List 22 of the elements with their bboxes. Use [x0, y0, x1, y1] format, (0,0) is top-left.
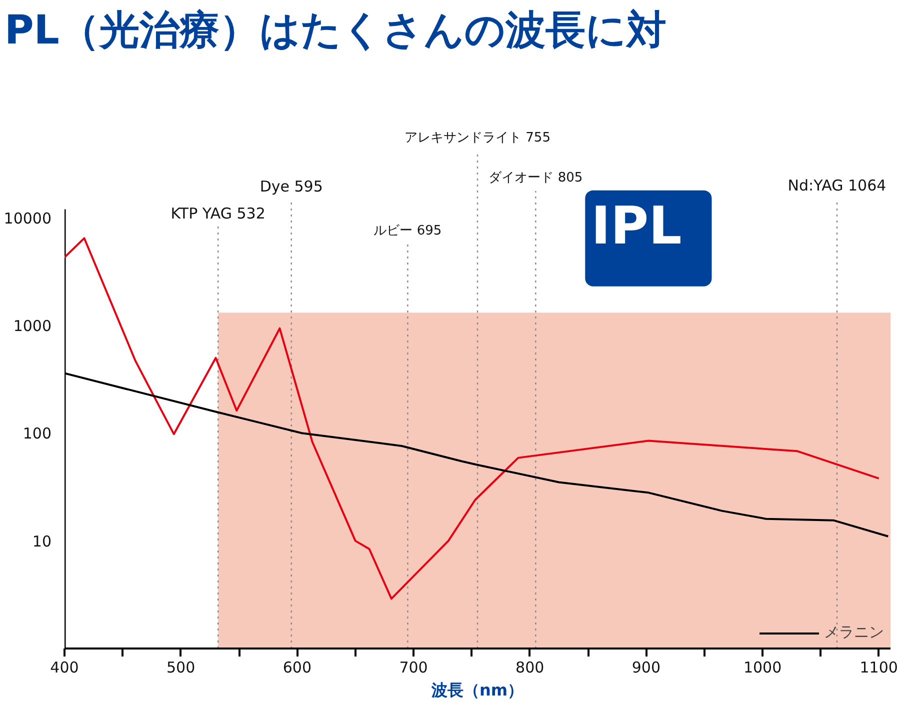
- ref-line-label: ルビー 695: [374, 223, 442, 238]
- x-tick-label: 500: [166, 658, 196, 676]
- legend-label: メラニン: [824, 623, 884, 642]
- x-tick-label: 1100: [860, 658, 898, 676]
- ref-line-label: Dye 595: [260, 178, 323, 196]
- chart-title: PL（光治療）はたくさんの波長に対: [4, 8, 666, 54]
- x-tick-label: 600: [282, 658, 312, 676]
- band-label: IPL: [591, 196, 682, 256]
- y-tick-label: 100: [22, 424, 52, 443]
- x-tick-label: 800: [516, 658, 544, 676]
- x-tick-label: 1000: [743, 658, 782, 676]
- x-tick-label: 400: [50, 658, 79, 676]
- ref-line-label: KTP YAG 532: [170, 204, 266, 223]
- x-axis-title: 波長（nm）: [430, 680, 524, 700]
- x-tick-label: 900: [632, 658, 661, 676]
- y-tick-label: 1000: [13, 316, 52, 335]
- y-tick-label: 10000: [4, 209, 52, 228]
- y-tick-label: 10: [32, 532, 52, 550]
- ref-line-label: Nd:YAG 1064: [788, 176, 886, 195]
- ref-line-label: ダイオード 805: [488, 170, 583, 186]
- x-tick-label: 700: [399, 658, 428, 676]
- ref-line-label: アレキサンドライト 755: [404, 130, 550, 146]
